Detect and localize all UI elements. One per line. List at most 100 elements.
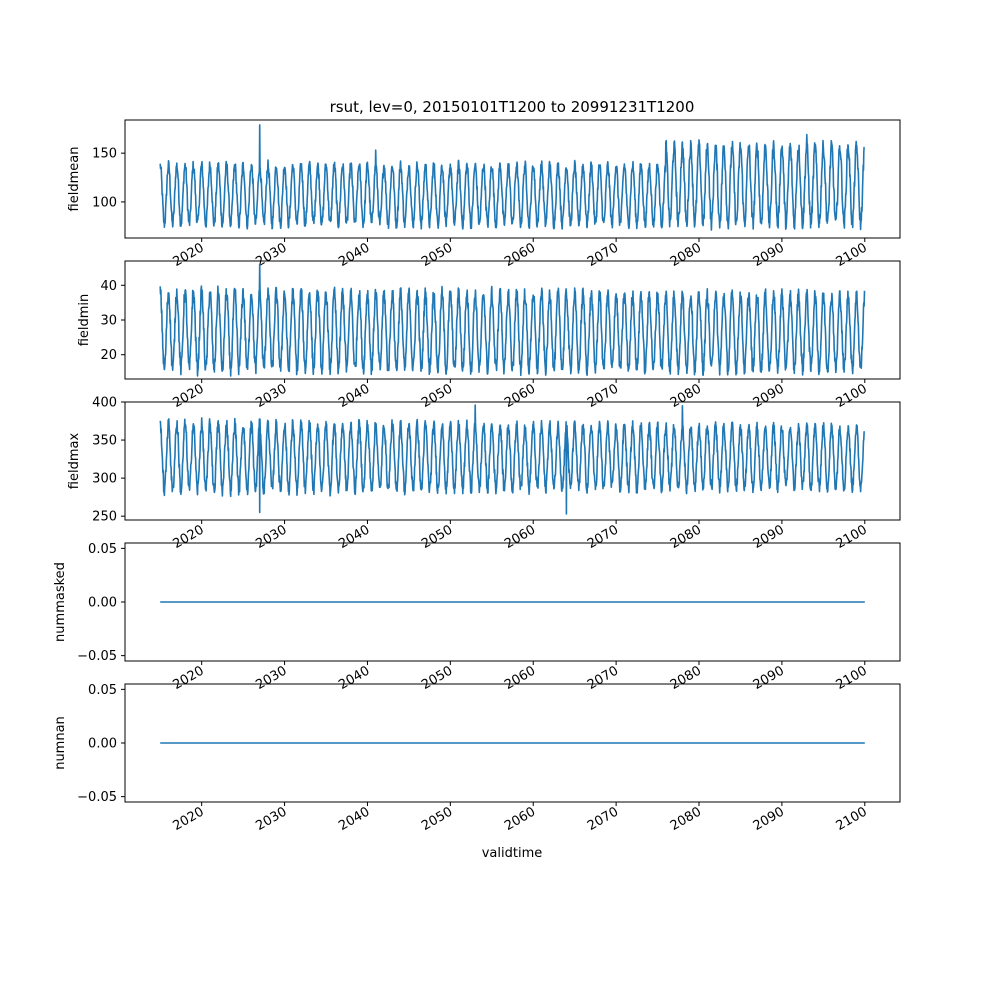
x-tick-label: 2040 [336,240,372,270]
subplot-fieldmean: 100 150 fieldmean 2020 2030 2040 2050 2060 2070 2… [67,119,901,270]
x-tick: 2070 [585,238,621,270]
x-tick-label: 2070 [585,381,621,411]
x-tick: 2020 [171,520,207,552]
x-tick: 2030 [253,379,290,411]
x-tick-label: 2090 [751,381,787,411]
y-tick-label: −0.05 [77,649,117,664]
x-tick: 2030 [253,661,290,693]
y-tick: 150 [92,147,125,162]
x-tick: 2100 [834,661,870,693]
x-tick: 2080 [668,379,704,411]
x-tick-label: 2020 [171,381,207,411]
x-tick: 2090 [751,802,787,834]
x-tick-label: 2060 [502,381,538,411]
y-tick-label: 150 [92,147,117,162]
x-tick-label: 2020 [171,804,207,834]
y-tick-label: 0.05 [88,542,117,557]
x-tick: 2090 [751,661,787,693]
x-tick-label: 2040 [336,381,372,411]
x-tick-label: 2040 [336,804,372,834]
x-tick-label: 2090 [751,804,787,834]
x-tick: 2020 [171,238,207,270]
y-tick: 300 [92,472,125,487]
x-tick-label: 2030 [253,381,289,411]
x-tick-label: 2090 [751,663,787,693]
x-tick-label: 2080 [668,663,704,693]
y-tick-label: 100 [92,195,117,210]
x-tick: 2050 [419,802,455,834]
x-tick-label: 2030 [253,240,289,270]
x-tick-label: 2050 [419,522,455,552]
y-axis-label: fieldmax [67,433,82,490]
x-tick-label: 2030 [253,522,289,552]
axes-frame [124,119,901,239]
x-tick-label: 2100 [834,522,870,552]
x-tick: 2090 [751,238,787,270]
x-tick: 2050 [419,520,455,552]
series-line-fieldmean [159,124,865,231]
y-axis-label: numnan [53,716,68,770]
x-tick: 2030 [253,238,290,270]
x-tick-label: 2030 [253,804,289,834]
x-tick-label: 2080 [668,804,704,834]
y-tick-label: 20 [100,348,117,363]
x-tick-label: 2090 [751,240,787,270]
x-tick: 2020 [171,802,207,834]
x-tick-label: 2070 [585,522,621,552]
x-tick-label: 2080 [668,522,704,552]
x-tick: 2080 [668,661,704,693]
subplot-fieldmax: 250 300 350 400 fieldmax 2020 2030 2040 2050 2060… [67,396,901,552]
x-tick: 2060 [502,238,538,270]
x-tick-label: 2070 [585,240,621,270]
y-axis-label: nummasked [53,562,68,642]
x-tick-label: 2030 [253,663,289,693]
axes-frame [124,401,901,521]
x-axis-label: validtime [482,846,543,861]
y-tick: 40 [100,279,125,294]
subplot-numnan: −0.05 0.00 0.05 numnan 2020 2030 2040 2050 2060 2… [53,683,901,834]
x-tick-label: 2020 [171,522,207,552]
x-tick-label: 2100 [834,240,870,270]
y-axis-label: fieldmean [67,147,82,212]
y-tick: 0.00 [88,737,125,752]
y-tick-label: 350 [92,434,117,449]
x-tick-label: 2020 [171,663,207,693]
x-tick: 2090 [751,379,787,411]
x-tick-label: 2050 [419,804,455,834]
y-tick: −0.05 [77,649,125,664]
x-tick: 2090 [751,520,787,552]
x-tick-label: 2040 [336,663,372,693]
x-tick: 2050 [419,238,455,270]
x-tick: 2070 [585,661,621,693]
x-tick: 2040 [336,661,372,693]
y-tick-label: 40 [100,279,117,294]
x-tick: 2040 [336,802,372,834]
x-tick: 2040 [336,238,372,270]
y-tick-label: 250 [92,510,117,525]
y-tick: −0.05 [77,790,125,805]
x-tick: 2060 [502,661,538,693]
x-tick-label: 2070 [585,804,621,834]
y-tick: 0.05 [88,542,125,557]
y-tick-label: −0.05 [77,790,117,805]
x-tick: 2050 [419,379,455,411]
x-tick: 2080 [668,520,704,552]
x-tick-label: 2050 [419,240,455,270]
x-tick: 2080 [668,802,704,834]
x-tick: 2070 [585,379,621,411]
x-tick: 2080 [668,238,704,270]
x-tick: 2030 [253,520,290,552]
x-tick-label: 2100 [834,663,870,693]
x-tick: 2100 [834,379,870,411]
y-tick-label: 0.00 [88,596,117,611]
x-tick: 2020 [171,379,207,411]
x-tick: 2050 [419,661,455,693]
y-tick-label: 0.05 [88,683,117,698]
y-tick: 0.05 [88,683,125,698]
x-tick: 2020 [171,661,207,693]
x-tick: 2040 [336,520,372,552]
y-tick-label: 0.00 [88,737,117,752]
